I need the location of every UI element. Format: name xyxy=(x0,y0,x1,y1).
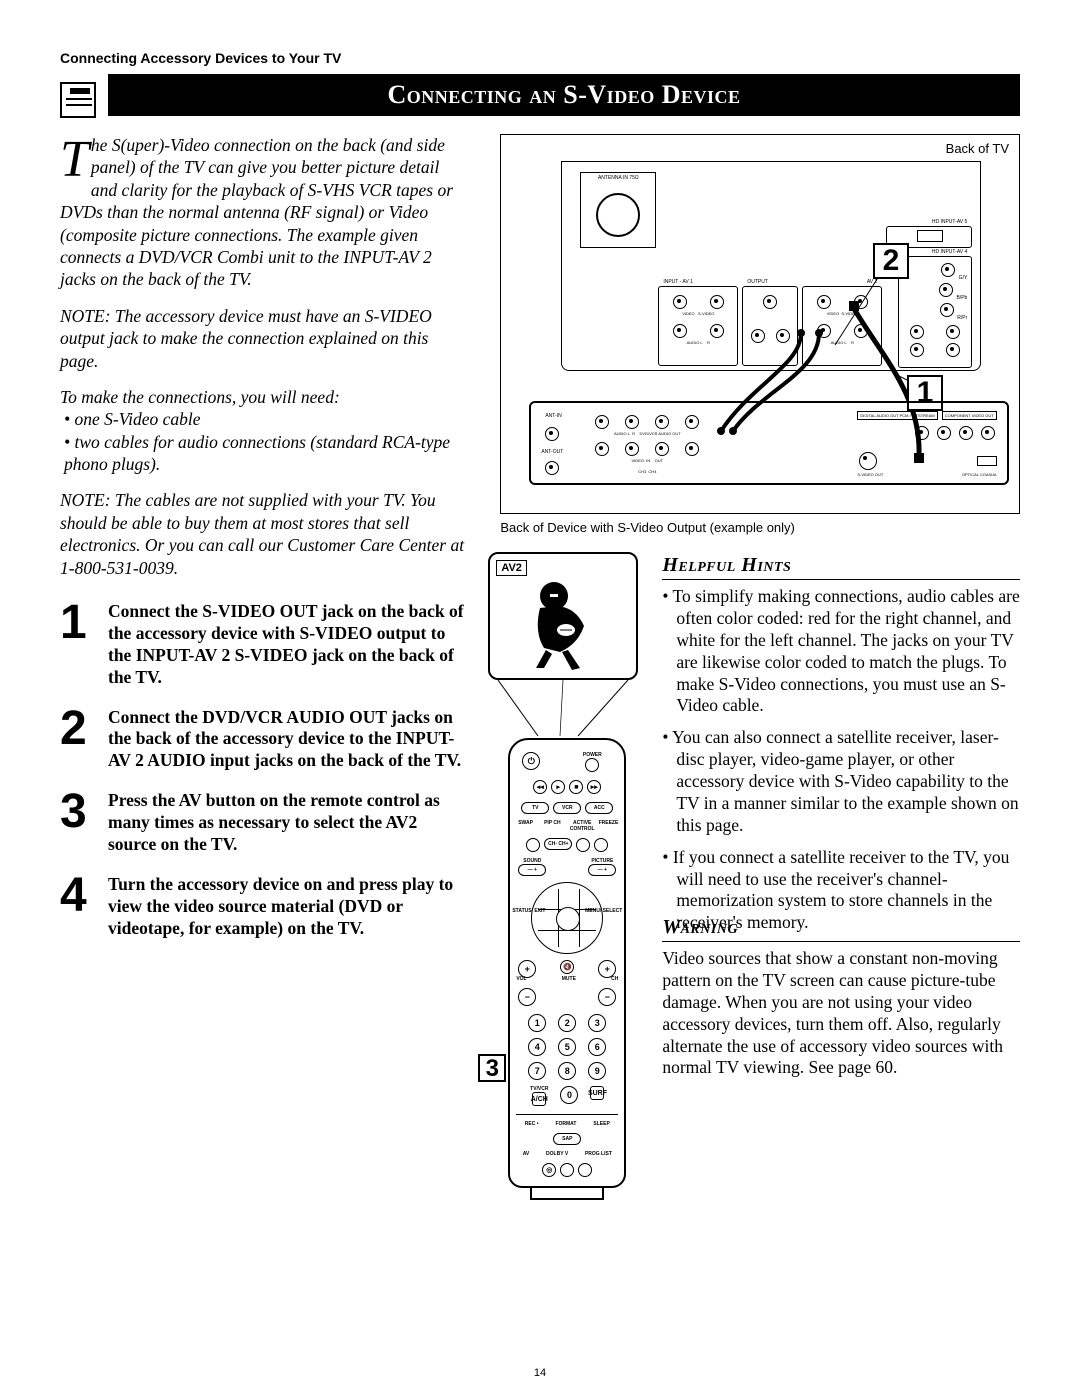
num-0-button[interactable]: 0 xyxy=(560,1086,578,1104)
steps-list: 1 Connect the S-VIDEO OUT jack on the ba… xyxy=(60,601,468,939)
note-1: NOTE: The accessory device must have an … xyxy=(60,305,468,372)
step-3: 3 Press the AV button on the remote cont… xyxy=(60,790,468,856)
football-player-icon xyxy=(514,572,614,672)
step-text: Connect the DVD/VCR AUDIO OUT jacks on t… xyxy=(108,707,468,773)
step-text: Connect the S-VIDEO OUT jack on the back… xyxy=(108,601,468,689)
note-2: NOTE: The cables are not supplied with y… xyxy=(60,489,468,579)
back-of-tv-label: Back of TV xyxy=(946,141,1009,156)
num-4-button[interactable]: 4 xyxy=(528,1038,546,1056)
ch-down-button[interactable]: − xyxy=(598,988,616,1006)
hints-title: Helpful Hints xyxy=(662,554,1020,580)
num-9-button[interactable]: 9 xyxy=(588,1062,606,1080)
connection-diagram: Back of TV ANTENNA IN 75Ω HD INPUT-AV 5 … xyxy=(500,134,1020,514)
picture-button[interactable]: — + xyxy=(588,864,616,876)
standby-button[interactable]: ⏻ xyxy=(522,752,540,770)
section-icon xyxy=(60,82,96,118)
tvvcr-button[interactable]: A/CH xyxy=(532,1092,546,1106)
remote-control: ⏻ POWER ◂◂ ▸ ■ ▸▸ TV VCR ACC SWAP PIP CH… xyxy=(508,738,626,1188)
hint-item: To simplify making connections, audio ca… xyxy=(662,586,1020,717)
num-1-button[interactable]: 1 xyxy=(528,1014,546,1032)
play-button[interactable]: ▸ xyxy=(551,780,565,794)
step-2: 2 Connect the DVD/VCR AUDIO OUT jacks on… xyxy=(60,707,468,773)
step-4: 4 Turn the accessory device on and press… xyxy=(60,874,468,940)
pip-ch-button[interactable]: CH- CH+ xyxy=(544,838,572,850)
remote-callout-3: 3 xyxy=(478,1054,506,1082)
intro-paragraph: T he S(uper)-Video connection on the bac… xyxy=(60,134,468,291)
intro-text: he S(uper)-Video connection on the back … xyxy=(60,135,453,289)
tv-screen-illustration: AV2 xyxy=(488,552,638,680)
step-number: 3 xyxy=(60,790,96,856)
step-1: 1 Connect the S-VIDEO OUT jack on the ba… xyxy=(60,601,468,689)
needs-intro: To make the connections, you will need: xyxy=(60,386,468,408)
swap-button[interactable] xyxy=(526,838,540,852)
needs-block: To make the connections, you will need: … xyxy=(60,386,468,476)
step-text: Turn the accessory device on and press p… xyxy=(108,874,468,940)
right-column: Back of TV ANTENNA IN 75Ω HD INPUT-AV 5 … xyxy=(500,134,1020,957)
dolby-button[interactable] xyxy=(560,1163,574,1177)
diagram-caption: Back of Device with S-Video Output (exam… xyxy=(500,520,1020,535)
antenna-jack-box: ANTENNA IN 75Ω xyxy=(580,172,656,248)
vcr-mode-button[interactable]: VCR xyxy=(553,802,581,814)
page-number: 14 xyxy=(0,1367,1080,1379)
need-item: one S-Video cable xyxy=(64,408,468,430)
num-7-button[interactable]: 7 xyxy=(528,1062,546,1080)
beam-lines xyxy=(488,680,638,740)
stop-button[interactable]: ■ xyxy=(569,780,583,794)
sap-button[interactable]: SAP xyxy=(553,1133,581,1145)
proglist-button[interactable] xyxy=(578,1163,592,1177)
left-column: T he S(uper)-Video connection on the bac… xyxy=(60,134,468,957)
ffwd-button[interactable]: ▸▸ xyxy=(587,780,601,794)
device-back-panel: ANT-IN ANT-OUT AUDIO L R DVD/VCR AUDIO O… xyxy=(529,401,1009,485)
step-text: Press the AV button on the remote contro… xyxy=(108,790,468,856)
tv-mode-button[interactable]: TV xyxy=(521,802,549,814)
num-2-button[interactable]: 2 xyxy=(558,1014,576,1032)
freeze-button[interactable] xyxy=(594,838,608,852)
step-number: 1 xyxy=(60,601,96,689)
dpad[interactable] xyxy=(531,882,603,954)
tv-back-panel: ANTENNA IN 75Ω HD INPUT-AV 5 HD INPUT-AV… xyxy=(561,161,981,371)
surf-button[interactable]: SURF xyxy=(590,1086,604,1100)
num-8-button[interactable]: 8 xyxy=(558,1062,576,1080)
power-button[interactable] xyxy=(585,758,599,772)
page-title: Connecting an S-Video Device xyxy=(108,74,1020,116)
mute-button[interactable]: 🔇 xyxy=(560,960,574,974)
hint-item: You can also connect a satellite receive… xyxy=(662,727,1020,836)
page-header: Connecting Accessory Devices to Your TV xyxy=(60,50,341,66)
step-number: 4 xyxy=(60,874,96,940)
warning-title: Warning xyxy=(662,916,1020,942)
step-number: 2 xyxy=(60,707,96,773)
dropcap: T xyxy=(60,134,91,182)
sound-button[interactable]: — + xyxy=(518,864,546,876)
warning-box: Warning Video sources that show a consta… xyxy=(662,916,1020,1079)
vol-down-button[interactable]: − xyxy=(518,988,536,1006)
num-5-button[interactable]: 5 xyxy=(558,1038,576,1056)
diagram-callout-2: 2 xyxy=(873,243,909,279)
helpful-hints-box: Helpful Hints To simplify making connect… xyxy=(662,554,1020,944)
warning-text: Video sources that show a constant non-m… xyxy=(662,948,1020,1079)
av-button[interactable]: ◎ xyxy=(542,1163,556,1177)
active-ctrl-button[interactable] xyxy=(576,838,590,852)
need-item: two cables for audio connections (standa… xyxy=(64,431,468,476)
num-6-button[interactable]: 6 xyxy=(588,1038,606,1056)
rewind-button[interactable]: ◂◂ xyxy=(533,780,547,794)
acc-mode-button[interactable]: ACC xyxy=(585,802,613,814)
num-3-button[interactable]: 3 xyxy=(588,1014,606,1032)
